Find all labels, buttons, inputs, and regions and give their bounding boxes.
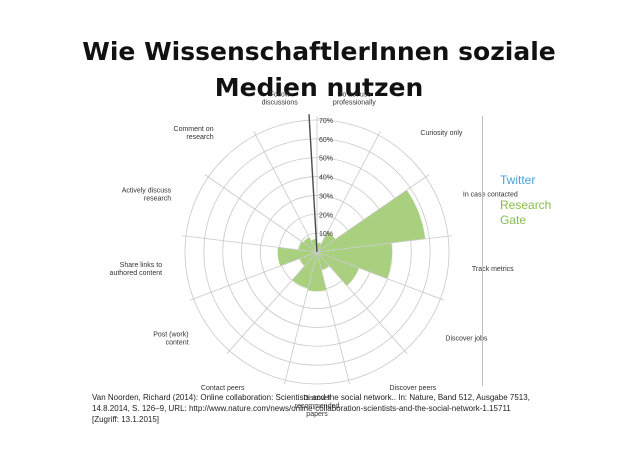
- tick-label: 20%: [319, 212, 333, 219]
- slide-title: Wie WissenschaftlerInnen soziale Medien …: [0, 34, 638, 106]
- grid-spoke: [226, 251, 318, 355]
- legend-research-gate: Research Gate: [500, 198, 552, 227]
- tick-label: 30%: [319, 193, 333, 200]
- grid-spoke: [316, 251, 408, 355]
- legend-twitter: Twitter: [500, 173, 536, 187]
- category-label: Track metrics: [472, 266, 514, 273]
- source-line-2: 14.8.2014, S. 126–9, URL: http://www.nat…: [92, 404, 511, 413]
- grid-spoke: [316, 235, 453, 253]
- axis-divider: [308, 114, 318, 253]
- grid-spoke: [316, 131, 381, 253]
- grid-spoke: [284, 251, 318, 385]
- category-label: In case contacted: [463, 192, 518, 199]
- source-line-1: Van Noorden, Richard (2014): Online coll…: [92, 393, 530, 402]
- legend-divider: [482, 116, 483, 386]
- tick-label: 40%: [319, 175, 333, 182]
- chart-category-labels: Do not use professionally Curiosity only In…: [110, 92, 518, 419]
- grid-spoke: [316, 174, 430, 253]
- category-label: Share links to authored content: [110, 262, 163, 277]
- category-label: Comment on research: [174, 126, 214, 141]
- grid-spoke: [204, 174, 318, 253]
- grid-spoke: [316, 251, 445, 301]
- category-label: Discover peers: [390, 385, 437, 392]
- chart-spokes: [181, 114, 453, 385]
- tick-label: 50%: [319, 156, 333, 163]
- tick-label: 10%: [319, 231, 333, 238]
- tick-label: 70%: [319, 118, 333, 125]
- chart-tick-labels: 10% 20% 30% 40% 50% 60% 70%: [319, 118, 333, 238]
- category-label: Discover recommended papers: [295, 395, 340, 418]
- tick-label: 60%: [319, 137, 333, 144]
- grid-spoke: [189, 251, 318, 301]
- category-label: Follow discussions: [262, 92, 299, 107]
- category-label: Contact peers: [201, 385, 245, 392]
- title-line-1: Wie WissenschaftlerInnen soziale: [82, 37, 556, 66]
- category-label: Discover jobs: [445, 336, 488, 343]
- category-label: Actively discuss research: [122, 188, 172, 203]
- category-label: Post (work) content: [153, 332, 188, 347]
- grid-spoke: [316, 251, 350, 385]
- title-line-2: Medien nutzen: [214, 73, 424, 102]
- grid-spoke: [253, 131, 318, 253]
- grid-spoke: [181, 235, 318, 253]
- chart-wedges: [277, 189, 426, 292]
- category-label: Curiosity only: [420, 130, 463, 137]
- source-citation: Van Noorden, Richard (2014): Online coll…: [92, 392, 572, 425]
- source-line-3: [Zugriff: 13.1.2015]: [92, 415, 160, 424]
- category-label: Do not use professionally: [333, 92, 376, 107]
